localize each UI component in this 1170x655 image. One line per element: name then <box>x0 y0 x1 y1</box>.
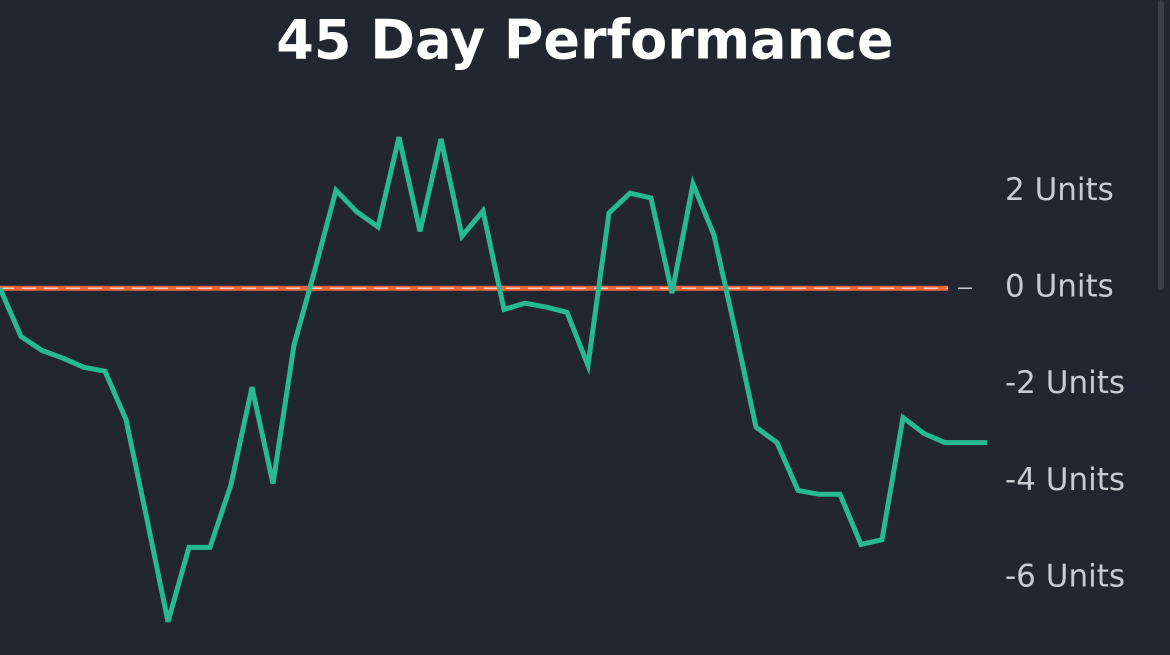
y-tick-label: 0 Units <box>1005 269 1114 305</box>
y-tick-label: -2 Units <box>1005 365 1125 401</box>
y-tick-label: -4 Units <box>1005 462 1125 498</box>
y-tick-label: -6 Units <box>1005 558 1125 594</box>
chart-title: 45 Day Performance <box>276 9 893 72</box>
series-line <box>0 136 987 623</box>
scrollbar <box>1158 0 1164 290</box>
y-tick-label: 2 Units <box>1005 172 1114 208</box>
